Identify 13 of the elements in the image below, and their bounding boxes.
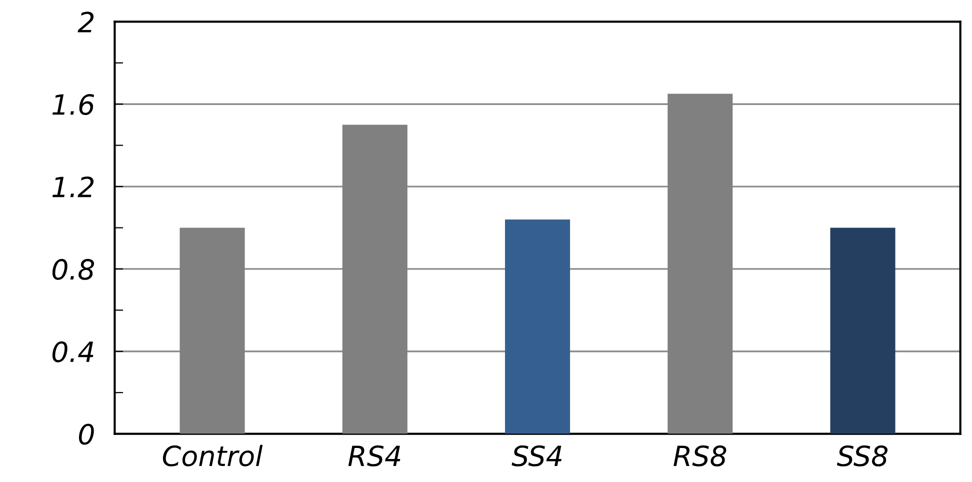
bar [830,228,896,434]
y-tick-label: 1.2 [52,176,94,198]
x-tick-label: RS8 [674,445,726,466]
y-tick-label: 1.6 [52,94,94,116]
x-tick-label: SS8 [836,445,888,466]
x-tick-label: Control [162,444,263,466]
bar [504,220,570,434]
y-tick-label: 0 [78,424,94,445]
y-tick-label: 0.4 [52,341,94,362]
y-tick-label: 2 [78,12,94,32]
x-tick-label: RS4 [348,445,400,466]
y-tick-label: 0.8 [52,258,94,280]
x-tick-label: SS4 [512,445,562,466]
